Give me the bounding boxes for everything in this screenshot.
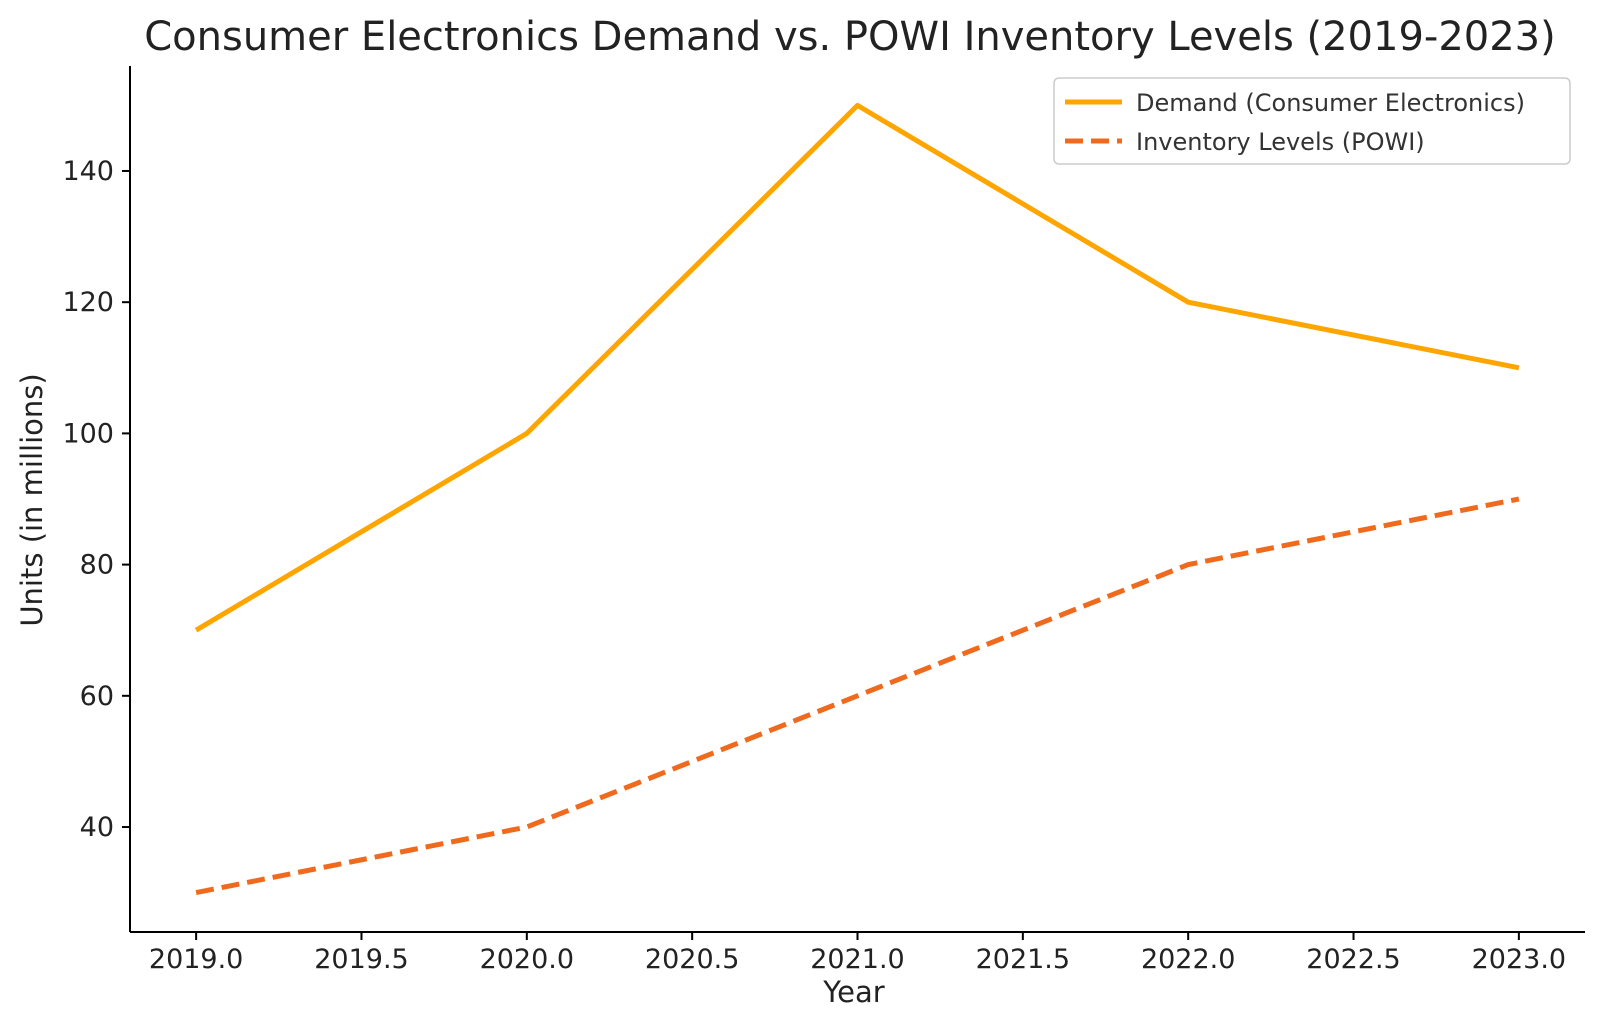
legend-box [1053, 77, 1571, 165]
y-tick-label: 60 [80, 681, 114, 712]
chart-title: Consumer Electronics Demand vs. POWI Inv… [144, 14, 1556, 60]
legend-label: Inventory Levels (POWI) [1136, 128, 1425, 156]
y-tick-label: 80 [80, 550, 114, 581]
x-tick-label: 2020.0 [480, 944, 574, 975]
y-tick-label: 100 [62, 418, 114, 449]
series-line-demand [194, 102, 1520, 633]
x-axis-label: Year [822, 975, 884, 1009]
legend: Demand (Consumer Electronics) Inventory L… [1053, 77, 1571, 165]
y-axis-ticks: 40 60 80 100 120 140 [62, 156, 130, 843]
x-axis-ticks: 2019.0 2019.5 2020.0 2020.5 2021.0 2021.5 2022… [149, 932, 1566, 975]
series-layer [194, 102, 1520, 896]
y-tick-label: 120 [62, 287, 114, 318]
x-tick-label: 2022.5 [1306, 944, 1400, 975]
y-tick-label: 140 [62, 156, 114, 187]
x-tick-label: 2019.5 [314, 944, 408, 975]
x-tick-label: 2021.0 [810, 944, 904, 975]
legend-label: Demand (Consumer Electronics) [1136, 89, 1525, 117]
x-tick-label: 2020.5 [645, 944, 739, 975]
series-line-inventory [195, 496, 1520, 896]
x-tick-label: 2022.0 [1141, 944, 1235, 975]
y-axis-label: Units (in millions) [15, 373, 49, 626]
x-tick-label: 2019.0 [149, 944, 243, 975]
x-tick-label: 2023.0 [1472, 944, 1566, 975]
x-tick-label: 2021.5 [976, 944, 1070, 975]
axes [129, 66, 1585, 933]
y-tick-label: 40 [80, 812, 114, 843]
